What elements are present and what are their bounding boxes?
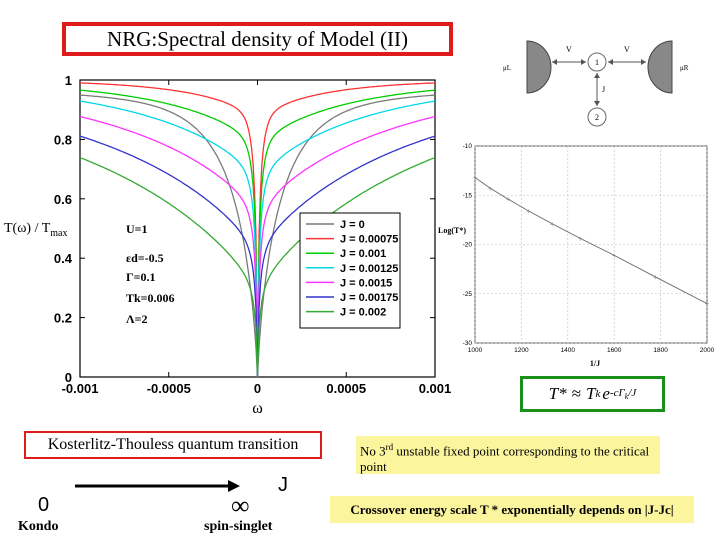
y-tick-label: 0.6 bbox=[54, 192, 72, 207]
coupling-arrow-head bbox=[594, 101, 600, 106]
left-arrow-head bbox=[581, 59, 586, 65]
log-y-tick-label: -15 bbox=[463, 192, 473, 199]
log-y-tick-label: -10 bbox=[463, 143, 473, 150]
y-tick-label: 0 bbox=[65, 370, 72, 385]
formula-exp-sub: k bbox=[624, 392, 629, 402]
formula-tk: T bbox=[586, 384, 596, 403]
lead-right-label: μR bbox=[680, 64, 689, 72]
x-tick-label: 0 bbox=[254, 381, 261, 396]
log-data-point: + bbox=[506, 195, 511, 204]
formula-e: e bbox=[602, 384, 610, 403]
log-y-tick-label: -30 bbox=[463, 340, 473, 347]
y-tick-label: 0.8 bbox=[54, 132, 72, 147]
note1-rest: unstable fixed point corresponding to th… bbox=[360, 443, 650, 475]
x-axis-label: ω bbox=[252, 400, 263, 417]
v-left-label: V bbox=[566, 45, 572, 54]
x-tick-label: -0.0005 bbox=[147, 381, 191, 396]
dot-2-circle bbox=[587, 107, 607, 127]
coupling-arrow-head bbox=[594, 73, 600, 78]
note1-sup: rd bbox=[385, 442, 394, 452]
legend-label: J = 0.001 bbox=[340, 248, 386, 260]
note1-prefix: No 3 bbox=[360, 443, 386, 459]
log-x-tick-label: 1600 bbox=[607, 347, 622, 354]
log-data-point: + bbox=[705, 300, 710, 309]
legend-label: J = 0.00125 bbox=[340, 263, 398, 275]
legend-label: J = 0.002 bbox=[340, 307, 386, 319]
log-data-point: + bbox=[488, 184, 493, 193]
log-x-tick-label: 1800 bbox=[653, 347, 668, 354]
log-x-axis-label: 1/J bbox=[590, 359, 600, 368]
dot-2-label: 2 bbox=[595, 113, 599, 122]
param-label: Λ=2 bbox=[126, 312, 147, 326]
legend-box bbox=[299, 212, 401, 329]
lead-left-shape bbox=[526, 40, 552, 94]
fixed-point-note: No 3rd unstable fixed point correspondin… bbox=[356, 436, 660, 474]
phase-j-label: J bbox=[278, 474, 288, 496]
y-tick-label: 1 bbox=[65, 73, 72, 88]
spectral-curve bbox=[79, 156, 436, 378]
formula-tk-sub: k bbox=[595, 388, 601, 400]
log-y-tick-label: -25 bbox=[463, 291, 473, 298]
y-tick-label: 0.2 bbox=[54, 311, 72, 326]
log-data-point: + bbox=[653, 273, 658, 282]
phase-zero-label: 0 bbox=[38, 494, 50, 516]
log-data-point: + bbox=[473, 174, 478, 183]
kt-transition-label: Kosterlitz-Thouless quantum transition bbox=[24, 431, 322, 459]
right-arrow-head bbox=[608, 59, 613, 65]
log-x-tick-label: 1400 bbox=[561, 347, 576, 354]
param-label: Γ=0.1 bbox=[126, 270, 155, 284]
lead-left-label: μL bbox=[503, 64, 511, 72]
y-axis-label: T(ω) / Tmax bbox=[4, 221, 68, 239]
phase-kondo-label: Kondo bbox=[18, 519, 59, 534]
dot-1-label: 1 bbox=[595, 58, 599, 67]
y-axis-label-sub: max bbox=[50, 228, 67, 239]
x-tick-label: 0.001 bbox=[419, 381, 452, 396]
left-arrow-head bbox=[552, 59, 557, 65]
legend-label: J = 0.0015 bbox=[340, 277, 392, 289]
formula-lhs: T* bbox=[548, 384, 567, 403]
phase-arrow-head bbox=[228, 480, 240, 492]
x-tick-label: 0.0005 bbox=[326, 381, 366, 396]
right-arrow-head bbox=[641, 59, 646, 65]
log-y-axis-label: Log(T*) bbox=[438, 226, 466, 235]
coupling-label: J bbox=[602, 85, 605, 94]
log-data-point: + bbox=[578, 235, 583, 244]
log-data-point: + bbox=[612, 251, 617, 260]
slide-title: NRG:Spectral density of Model (II) bbox=[62, 22, 453, 56]
legend-label: J = 0 bbox=[340, 219, 365, 231]
formula-exp-tail: /J bbox=[628, 386, 637, 399]
y-tick-label: 0.4 bbox=[54, 251, 73, 266]
log-series-line bbox=[474, 177, 708, 305]
x-tick-label: -0.001 bbox=[62, 381, 99, 396]
log-x-tick-label: 1000 bbox=[468, 347, 483, 354]
formula-exponent: -cΓ bbox=[609, 386, 625, 399]
log-data-point: + bbox=[526, 207, 531, 216]
log-data-point: + bbox=[550, 220, 555, 229]
param-label: U=1 bbox=[126, 222, 148, 236]
phase-singlet-label: spin-singlet bbox=[204, 519, 273, 534]
legend-label: J = 0.00075 bbox=[340, 234, 398, 246]
legend-label: J = 0.00175 bbox=[340, 292, 398, 304]
param-label: εd=-0.5 bbox=[126, 251, 164, 265]
v-right-label: V bbox=[624, 45, 630, 54]
log-x-tick-label: 2000 bbox=[700, 347, 715, 354]
dot-1-circle bbox=[587, 52, 607, 72]
phase-infinity-label: ∞ bbox=[231, 491, 250, 520]
lead-right-shape bbox=[647, 40, 673, 94]
param-label: Tk=0.006 bbox=[126, 291, 175, 305]
log-x-tick-label: 1200 bbox=[514, 347, 529, 354]
crossover-note: Crossover energy scale T * exponentially… bbox=[330, 496, 694, 523]
formula-approx: ≈ bbox=[571, 384, 582, 403]
log-y-tick-label: -20 bbox=[463, 242, 473, 249]
